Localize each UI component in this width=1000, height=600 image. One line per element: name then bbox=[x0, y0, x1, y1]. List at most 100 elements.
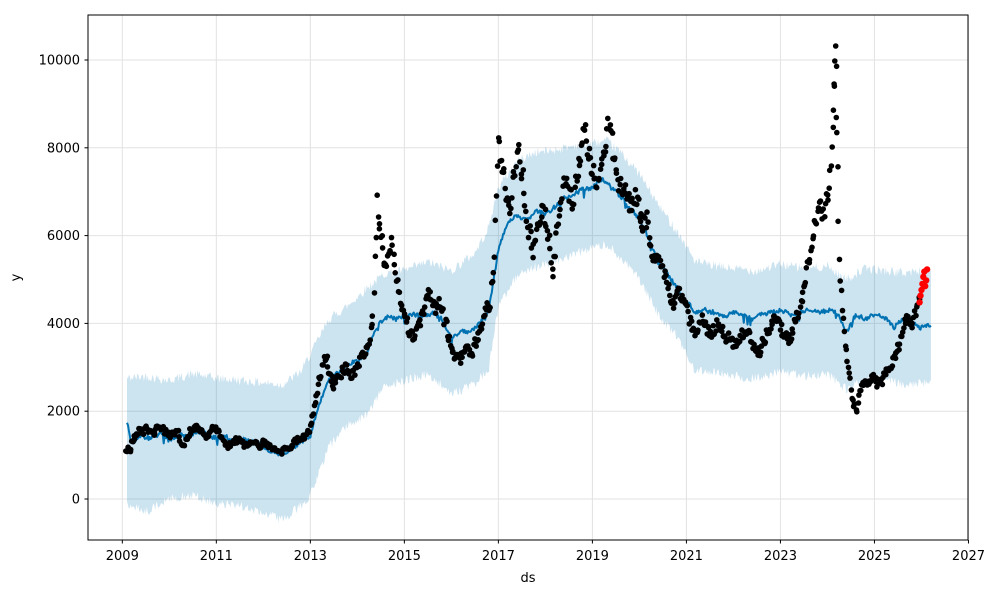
actual-data-point bbox=[671, 300, 678, 307]
actual-data-point bbox=[140, 431, 147, 438]
actual-data-point bbox=[879, 381, 886, 388]
actual-data-point bbox=[537, 219, 544, 225]
actual-data-point bbox=[768, 326, 774, 332]
actual-data-point bbox=[762, 339, 769, 346]
actual-data-point bbox=[603, 143, 609, 150]
actual-data-point bbox=[778, 321, 785, 328]
actual-data-point bbox=[555, 221, 562, 227]
actual-data-point bbox=[518, 171, 525, 177]
actual-data-point bbox=[848, 387, 855, 393]
actual-data-point bbox=[318, 373, 324, 380]
actual-data-point bbox=[826, 167, 833, 174]
actual-data-point bbox=[310, 411, 317, 417]
flagged-scatter bbox=[916, 266, 931, 306]
actual-data-point bbox=[547, 245, 553, 252]
actual-data-point bbox=[832, 43, 839, 49]
actual-data-point bbox=[544, 227, 551, 234]
actual-data-point bbox=[826, 185, 832, 191]
actual-data-point bbox=[520, 167, 527, 173]
actual-data-point bbox=[676, 285, 683, 292]
actual-data-point bbox=[543, 223, 549, 230]
flagged-data-point bbox=[916, 299, 923, 306]
x-tick-label: 2017 bbox=[482, 549, 515, 564]
actual-data-point bbox=[367, 337, 374, 343]
plot-border bbox=[87, 14, 969, 541]
actual-data-point bbox=[617, 181, 623, 188]
actual-data-point bbox=[338, 374, 345, 381]
actual-data-point bbox=[719, 323, 726, 330]
actual-data-point bbox=[590, 162, 597, 169]
y-tick-label: 6000 bbox=[47, 229, 80, 244]
actual-data-point bbox=[835, 164, 841, 170]
actual-data-point bbox=[646, 235, 653, 241]
actual-data-point bbox=[843, 346, 850, 353]
actual-data-point bbox=[552, 253, 558, 260]
flagged-data-point bbox=[923, 266, 931, 273]
actual-data-point bbox=[715, 321, 722, 327]
actual-data-point bbox=[498, 157, 505, 164]
actual-data-point bbox=[838, 287, 845, 294]
actual-data-point bbox=[889, 363, 896, 369]
x-tick-label: 2027 bbox=[952, 549, 985, 564]
actual-data-point bbox=[579, 140, 585, 146]
actual-data-point bbox=[913, 312, 919, 319]
actual-data-point bbox=[332, 380, 339, 386]
actual-data-point bbox=[436, 295, 442, 302]
actual-data-point bbox=[810, 233, 817, 239]
actual-data-point bbox=[820, 206, 826, 212]
actual-data-point bbox=[308, 420, 315, 427]
actual-data-point bbox=[799, 298, 806, 305]
actual-data-point bbox=[388, 234, 395, 241]
actual-data-point bbox=[892, 355, 899, 362]
actual-data-point bbox=[831, 81, 837, 87]
actual-data-point bbox=[518, 175, 525, 182]
actual-data-point bbox=[507, 210, 513, 217]
actual-data-point bbox=[553, 230, 559, 236]
actual-data-point bbox=[379, 245, 386, 251]
actual-data-point bbox=[670, 305, 677, 312]
actuals-scatter bbox=[123, 43, 923, 457]
actual-data-point bbox=[725, 330, 732, 336]
actual-data-point bbox=[391, 261, 398, 268]
actual-data-point bbox=[398, 302, 405, 309]
actual-data-point bbox=[596, 175, 602, 182]
actual-data-point bbox=[769, 321, 775, 328]
actual-data-point bbox=[846, 370, 852, 376]
actual-data-point bbox=[559, 196, 565, 202]
actual-data-point bbox=[688, 318, 695, 325]
actual-data-point bbox=[383, 263, 390, 270]
actual-data-point bbox=[392, 270, 399, 276]
actual-data-point bbox=[612, 155, 618, 161]
actual-data-point bbox=[550, 273, 556, 280]
actual-data-point bbox=[637, 218, 644, 225]
actual-data-point bbox=[699, 312, 706, 318]
actual-data-point bbox=[632, 186, 639, 193]
actual-data-point bbox=[475, 337, 482, 343]
actual-data-point bbox=[634, 201, 640, 208]
actual-data-point bbox=[371, 290, 378, 296]
actual-data-point bbox=[432, 310, 439, 317]
actual-data-point bbox=[362, 351, 369, 357]
actual-data-point bbox=[461, 349, 468, 355]
actual-data-point bbox=[605, 115, 611, 122]
actual-data-point bbox=[356, 363, 363, 370]
actual-data-point bbox=[684, 302, 690, 309]
actual-data-point bbox=[523, 208, 529, 215]
actual-data-point bbox=[834, 129, 840, 136]
actual-data-point bbox=[421, 311, 427, 318]
actual-data-point bbox=[151, 430, 158, 437]
actual-data-point bbox=[788, 336, 795, 342]
actual-data-point bbox=[457, 360, 464, 367]
actual-data-point bbox=[379, 233, 386, 239]
x-tick-label: 2015 bbox=[388, 549, 421, 564]
actual-data-point bbox=[796, 310, 802, 317]
actual-data-point bbox=[607, 122, 614, 128]
actual-data-point bbox=[324, 364, 331, 370]
x-tick-label: 2009 bbox=[106, 549, 139, 564]
actual-data-point bbox=[858, 387, 864, 394]
actual-data-point bbox=[412, 333, 418, 339]
actual-data-point bbox=[746, 329, 753, 336]
actual-data-point bbox=[695, 327, 701, 334]
actual-data-point bbox=[896, 341, 903, 348]
